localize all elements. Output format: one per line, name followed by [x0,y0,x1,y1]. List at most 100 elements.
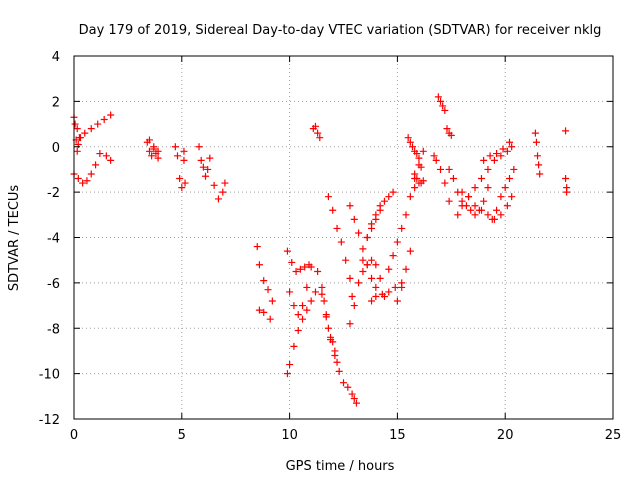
data-point [363,234,371,241]
data-point [355,279,363,287]
data-point [419,177,427,185]
data-point [283,247,291,255]
data-point [434,93,442,101]
data-point [199,163,207,171]
data-point [359,256,367,264]
data-point [288,258,296,266]
y-tick-label: 4 [52,50,60,65]
data-point [493,206,501,214]
data-point [195,143,203,151]
data-point [437,97,445,105]
data-point [413,175,421,183]
data-point [563,188,571,196]
data-point [411,170,419,178]
data-point [454,211,462,219]
data-point [486,152,494,160]
data-point [73,147,81,155]
data-point [299,302,307,310]
data-point [499,145,507,153]
data-point [363,261,371,269]
data-point [145,147,153,155]
series-arc-aa [430,152,453,205]
data-point [79,179,87,187]
data-point [398,283,406,291]
data-point [107,111,115,119]
data-point [380,197,388,205]
data-point [176,175,184,183]
data-point [180,156,188,164]
data-point [344,383,352,391]
data-point [221,179,229,187]
x-tick-label: 5 [178,428,186,443]
data-point [350,302,358,310]
series-arc-r [363,188,397,241]
data-point [346,274,354,282]
data-point [389,252,397,260]
series-arc-h [283,283,311,378]
data-point [385,288,393,296]
data-point [260,308,268,316]
data-point [340,379,347,387]
data-point [318,290,326,298]
data-point [406,193,414,201]
data-point [493,150,501,158]
data-point [100,116,108,124]
data-point [87,125,95,133]
data-point [71,120,79,128]
data-point [333,358,341,366]
series-arc-ad [458,188,516,223]
data-point [283,370,291,378]
data-point [503,147,511,155]
data-point [419,147,427,155]
data-point [404,134,412,142]
data-point [219,188,227,196]
data-point [180,147,188,155]
data-point [314,268,322,276]
data-point [81,129,89,137]
series-arc-o [346,202,380,291]
data-point [197,156,205,164]
data-point [292,268,300,276]
data-point [335,367,343,375]
data-point [96,150,104,158]
data-point [484,211,492,219]
data-point [445,165,453,173]
data-point [385,193,393,201]
data-point [311,122,319,130]
data-point [449,175,457,183]
data-point [368,224,376,232]
data-point [316,134,324,142]
y-tick-label: 2 [52,95,60,110]
data-point [406,138,414,146]
data-point [368,274,376,282]
data-point [398,224,406,232]
data-point [508,143,516,151]
data-point [445,197,453,205]
series-arc-n [324,193,356,300]
series-arc-u [393,247,414,305]
data-point [376,274,384,282]
series-arc-ag [531,129,544,178]
data-point [372,292,380,300]
data-point [391,283,399,291]
x-tick-label: 10 [281,428,298,443]
data-point [314,129,322,137]
series-arc-e [171,143,189,192]
data-point [467,206,475,214]
data-point [303,283,311,291]
y-tick-label: -4 [47,232,60,247]
data-point [102,152,110,160]
series-arc-v [404,134,425,171]
data-point [145,136,153,144]
data-point [439,102,447,110]
data-point [74,175,82,183]
data-point [562,127,570,135]
x-tick-label: 15 [389,428,406,443]
grid [74,56,613,419]
data-point [350,395,358,403]
data-point [359,268,367,276]
data-point [346,202,354,210]
data-point [376,206,384,214]
data-point [294,311,302,319]
